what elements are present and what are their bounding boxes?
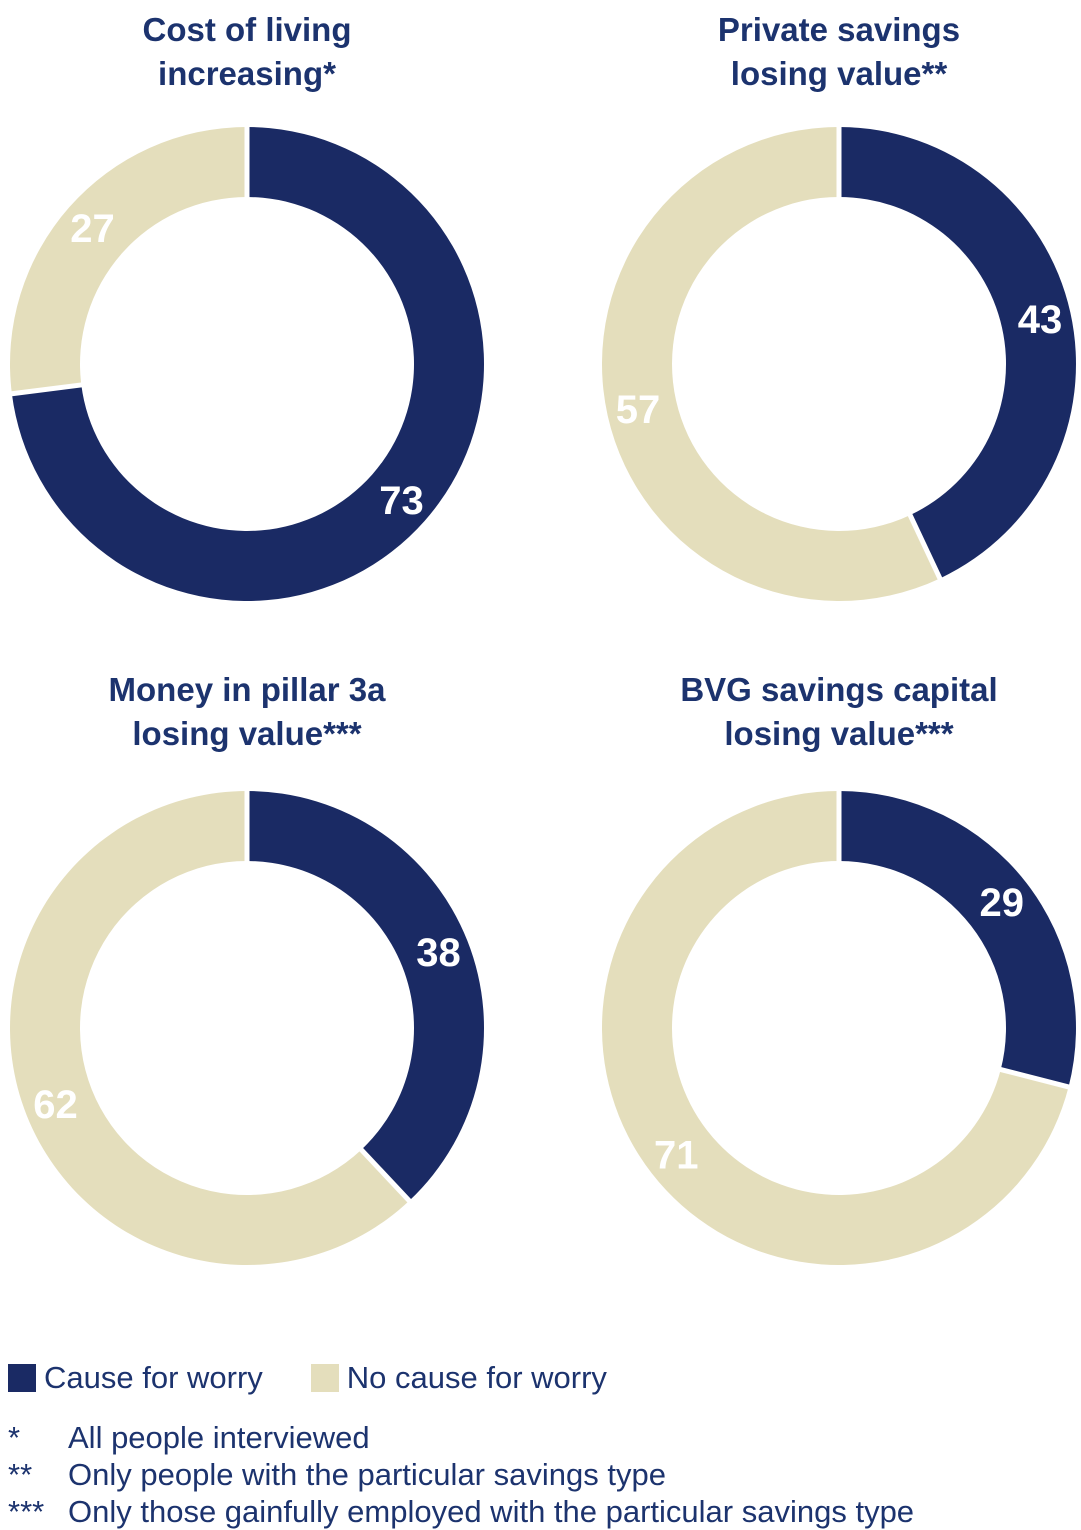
donut-chart-bvg-savings: 29 71 xyxy=(601,787,1076,1265)
chart-title-line: increasing* xyxy=(158,55,336,92)
chart-title-line: losing value** xyxy=(730,55,948,92)
segment-no-cause-for-worry xyxy=(10,127,247,394)
chart-title-line: Cost of living xyxy=(142,11,352,48)
chart-title-pillar-3a: Money in pillar 3a losing value*** xyxy=(3,668,491,756)
footnote-text: Only those gainfully employed with the p… xyxy=(68,1494,915,1529)
segment-separator xyxy=(7,381,86,397)
chart-title-line: Private savings xyxy=(717,11,961,48)
footnote-particular-savings-type: ** Only people with the particular savin… xyxy=(8,1456,1068,1493)
chart-title-line: losing value*** xyxy=(132,715,362,752)
footnote-marker: *** xyxy=(8,1494,45,1529)
segment-cause-for-worry xyxy=(11,127,485,601)
no-worry-color-swatch-icon xyxy=(310,1363,339,1392)
worry-value-label: 29 xyxy=(980,881,1025,925)
footnote-marker: * xyxy=(8,1420,21,1455)
legend-item-no-cause-for-worry: No cause for worry xyxy=(310,1360,607,1395)
legend-label: No cause for worry xyxy=(346,1360,607,1395)
donut-chart-cost-of-living: 73 27 xyxy=(7,123,485,601)
footnotes: * All people interviewed ** Only people … xyxy=(8,1419,1068,1530)
chart-title-line: Money in pillar 3a xyxy=(108,671,386,708)
no-worry-value-label: 62 xyxy=(33,1083,78,1127)
segment-no-cause-for-worry xyxy=(601,126,940,602)
legend-label: Cause for worry xyxy=(44,1360,263,1395)
legend-item-cause-for-worry: Cause for worry xyxy=(8,1362,263,1393)
donut-chart-pillar-3a: 38 62 xyxy=(10,787,485,1266)
segment-separator xyxy=(906,510,944,584)
chart-title-line: BVG savings capital xyxy=(680,671,998,708)
footnote-text: Only people with the particular savings … xyxy=(68,1457,666,1492)
legend: Cause for worry No cause for worry xyxy=(8,1362,607,1393)
segment-no-cause-for-worry xyxy=(601,791,1069,1265)
no-worry-value-label: 57 xyxy=(616,388,661,432)
worry-value-label: 73 xyxy=(379,479,424,523)
footnote-gainfully-employed: *** Only those gainfully employed with t… xyxy=(8,1493,1068,1530)
footnote-all-interviewed: * All people interviewed xyxy=(8,1419,1068,1456)
segment-cause-for-worry xyxy=(839,791,1076,1087)
chart-title-bvg-savings: BVG savings capital losing value*** xyxy=(595,668,1081,756)
no-worry-value-label: 71 xyxy=(654,1133,699,1177)
segment-cause-for-worry xyxy=(247,791,485,1201)
worry-color-swatch-icon xyxy=(8,1363,36,1392)
footnote-marker: ** xyxy=(8,1457,33,1492)
worry-value-label: 43 xyxy=(1018,298,1063,342)
segment-separator xyxy=(996,1066,1074,1091)
chart-title-line: losing value*** xyxy=(724,715,954,752)
chart-title-private-savings: Private savings losing value** xyxy=(595,8,1081,96)
worry-value-label: 38 xyxy=(416,931,461,975)
chart-title-cost-of-living: Cost of living increasing* xyxy=(3,8,491,96)
no-worry-value-label: 27 xyxy=(70,207,115,251)
segment-separator xyxy=(356,1145,414,1206)
donut-chart-private-savings: 43 57 xyxy=(601,123,1076,602)
segment-cause-for-worry xyxy=(839,127,1076,579)
segment-no-cause-for-worry xyxy=(10,791,410,1266)
footnote-text: All people interviewed xyxy=(68,1420,370,1455)
